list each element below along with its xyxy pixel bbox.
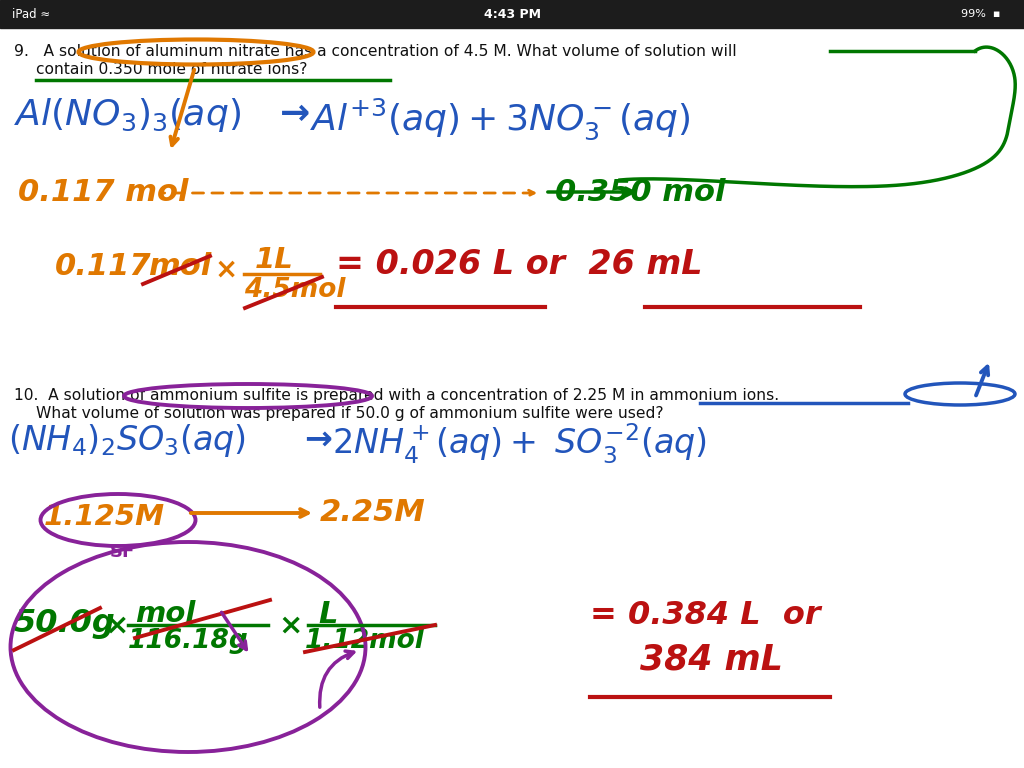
Text: 99%  ▪: 99% ▪ — [961, 9, 1000, 19]
Text: 50.0g: 50.0g — [14, 608, 116, 639]
Text: 4:43 PM: 4:43 PM — [483, 8, 541, 21]
Text: 9.   A solution of aluminum nitrate has a concentration of 4.5 M. What volume of: 9. A solution of aluminum nitrate has a … — [14, 44, 736, 59]
Text: 2.25M: 2.25M — [319, 498, 426, 527]
Text: What volume of solution was prepared if 50.0 g of ammonium sulfite were used?: What volume of solution was prepared if … — [36, 406, 664, 421]
Text: 0.117 mol: 0.117 mol — [18, 178, 188, 207]
Text: mol: mol — [148, 252, 211, 281]
Text: ×: × — [215, 256, 239, 284]
Text: 0.117: 0.117 — [55, 252, 152, 281]
Text: $\mathit{Al(NO_3)_3(aq)}$: $\mathit{Al(NO_3)_3(aq)}$ — [14, 96, 241, 134]
Text: $\mathit{2NH_4^+(aq)+\ SO_3^{-2}(aq)}$: $\mathit{2NH_4^+(aq)+\ SO_3^{-2}(aq)}$ — [332, 422, 707, 466]
Text: $\mathbf{\rightarrow}$: $\mathbf{\rightarrow}$ — [272, 96, 309, 130]
Text: L: L — [318, 600, 337, 629]
Text: = 0.384 L  or: = 0.384 L or — [590, 600, 820, 631]
Text: 0.350 mol: 0.350 mol — [555, 178, 725, 207]
Bar — [0, 0, 1024, 28]
Text: ×: × — [278, 612, 302, 640]
Text: contain 0.350 mole of nitrate ions?: contain 0.350 mole of nitrate ions? — [36, 62, 307, 77]
Text: 10.  A solution of ammonium sulfite is prepared with a concentration of 2.25 M i: 10. A solution of ammonium sulfite is pr… — [14, 388, 779, 403]
Text: $\mathit{(NH_4)_2SO_3(aq)}$: $\mathit{(NH_4)_2SO_3(aq)}$ — [8, 422, 246, 459]
Text: mol: mol — [135, 600, 196, 628]
Text: 384 mL: 384 mL — [640, 642, 783, 676]
Text: ×: × — [104, 612, 128, 640]
Text: SF: SF — [110, 543, 135, 561]
Text: iPad ≈: iPad ≈ — [12, 8, 50, 21]
Text: 1L: 1L — [255, 246, 294, 274]
Text: 1.125M: 1.125M — [44, 503, 165, 531]
Text: = 0.026 L or  26 mL: = 0.026 L or 26 mL — [336, 248, 702, 281]
Text: 116.18g: 116.18g — [128, 628, 249, 654]
Text: $\mathit{Al^{+3}(aq)+3NO_3^-(aq)}$: $\mathit{Al^{+3}(aq)+3NO_3^-(aq)}$ — [310, 96, 690, 141]
Text: $\mathbf{\rightarrow}$: $\mathbf{\rightarrow}$ — [298, 422, 333, 455]
Text: 1.12mol: 1.12mol — [305, 628, 425, 654]
Text: 4.5mol: 4.5mol — [244, 277, 345, 303]
